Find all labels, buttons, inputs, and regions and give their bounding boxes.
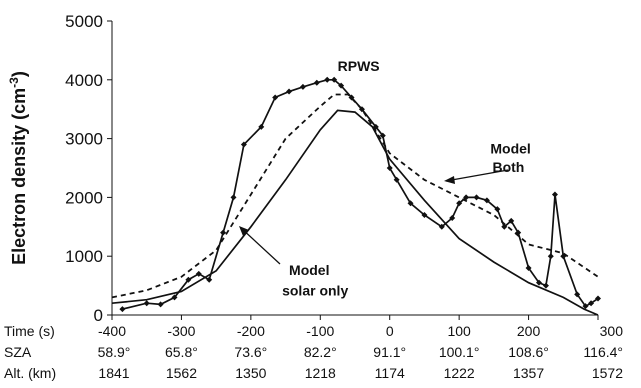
sza-row-label: SZA (4, 344, 32, 360)
alt-row-value: 1174 (375, 365, 405, 381)
rpws-point (551, 191, 558, 198)
rpws-point (574, 291, 581, 298)
annotation-layer: RPWS Model Both Model solar only (239, 58, 531, 299)
y-axis-label-superscript: -3 (7, 77, 21, 88)
alt-row-value: 1218 (305, 365, 336, 381)
time-row-value: 0 (386, 323, 394, 339)
rpws-point (338, 82, 345, 89)
annotation-label: Model (490, 140, 530, 156)
rpws-point (379, 132, 386, 139)
rpws-point (286, 88, 293, 95)
rpws-point (324, 76, 331, 83)
model-solar-only-line (111, 109, 599, 316)
series-layer (111, 76, 601, 316)
y-tick-label: 5000 (65, 12, 103, 31)
annotation-label: solar only (282, 283, 348, 299)
rpws-point (456, 200, 463, 207)
model-both-arrow (445, 169, 509, 182)
rpws-point (582, 303, 589, 310)
model-both-arrowhead (444, 176, 455, 184)
rpws-point (230, 194, 237, 201)
rpws-point (220, 229, 227, 236)
alt-row-value: 1562 (166, 365, 197, 381)
y-tick-label: 1000 (65, 247, 103, 266)
axes (111, 21, 598, 316)
time-row-value: -200 (237, 323, 265, 339)
rpws-point (525, 264, 532, 271)
time-row-value: 100 (447, 323, 471, 339)
rpws-point (501, 223, 508, 230)
rpws-point (195, 270, 202, 277)
annotation-label: Both (492, 159, 524, 175)
rpws-point (206, 276, 213, 283)
alt-row-value: 1357 (513, 365, 544, 381)
rpws-point (588, 300, 595, 307)
sza-row-value: 58.9° (98, 344, 131, 360)
rpws-point (143, 300, 150, 307)
sza-row-value: 108.6° (508, 344, 549, 360)
y-tick-label: 2000 (65, 188, 103, 207)
model-both-line (111, 93, 599, 299)
bottom-info-rows: Time (s) -400 -300 -200 -100 0 100 200 300 SZA 58.… (4, 323, 623, 381)
alt-row-value: 1841 (98, 365, 129, 381)
rpws-point (535, 279, 542, 286)
time-row-value: 200 (517, 323, 541, 339)
rpws-point (542, 282, 549, 289)
rpws-point (595, 295, 601, 302)
rpws-line (122, 78, 599, 310)
rpws-point (508, 217, 515, 224)
time-row-value: -100 (306, 323, 334, 339)
y-tick-label: 4000 (65, 71, 103, 90)
rpws-point (185, 276, 192, 283)
rpws-point (313, 79, 320, 86)
y-axis-label-main: Electron density (cm (9, 88, 29, 265)
annotation-label: Model (289, 262, 329, 278)
rpws-point (407, 200, 414, 207)
sza-row-value: 116.4° (583, 344, 623, 360)
rpws-point (463, 194, 470, 201)
alt-row-value: 1350 (235, 365, 266, 381)
rpws-point (272, 94, 279, 101)
alt-row-value: 1572 (592, 365, 623, 381)
model-solar-arrowhead (239, 226, 249, 236)
y-axis-label-close: ) (9, 71, 29, 77)
rpws-point (473, 194, 480, 201)
sza-row-value: 73.6° (234, 344, 267, 360)
time-row-value: 300 (600, 323, 624, 339)
time-row-label: Time (s) (4, 323, 55, 339)
alt-row-value: 1222 (444, 365, 475, 381)
rpws-point (438, 223, 445, 230)
y-tick-label: 3000 (65, 130, 103, 149)
y-tick-label: 0 (94, 306, 103, 325)
y-tick-group: 0 1000 2000 3000 4000 5000 (65, 12, 112, 325)
rpws-point (171, 294, 178, 301)
sza-row-value: 82.2° (304, 344, 337, 360)
rpws-point (449, 214, 456, 221)
model-solar-arrow (240, 227, 281, 265)
rpws-point (299, 83, 306, 90)
rpws-point (421, 212, 428, 219)
y-axis-label: Electron density (cm-3) (7, 71, 29, 265)
sza-row-value: 91.1° (373, 344, 406, 360)
time-row-value: -300 (167, 323, 195, 339)
rpws-point (258, 123, 265, 130)
alt-row-label: Alt. (km) (4, 365, 56, 381)
rpws-point (240, 141, 247, 148)
rpws-point (560, 253, 567, 260)
x-tick-group (111, 315, 599, 320)
time-row-value: -400 (98, 323, 126, 339)
annotation-label: RPWS (338, 58, 380, 74)
rpws-point (331, 76, 338, 83)
rpws-point (393, 176, 400, 183)
rpws-point (386, 165, 393, 171)
rpws-point (483, 197, 490, 204)
rpws-point (157, 301, 164, 308)
rpws-point (119, 306, 126, 313)
sza-row-value: 100.1° (439, 344, 480, 360)
rpws-point (494, 206, 501, 213)
rpws-point (547, 253, 554, 260)
sza-row-value: 65.8° (165, 344, 198, 360)
